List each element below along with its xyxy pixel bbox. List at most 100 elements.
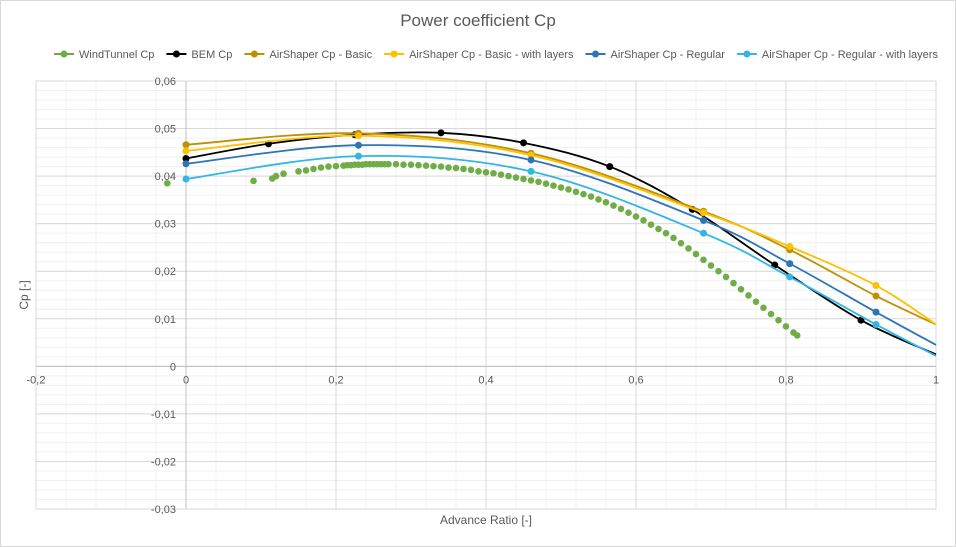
data-point (677, 239, 685, 247)
data-point (475, 168, 482, 175)
data-point (602, 198, 610, 206)
legend-item-airshaper-cp-regular-with-layers: AirShaper Cp - Regular - with layers (736, 49, 939, 61)
legend: WindTunnel Cp BEM Cp AirShaper Cp - Basic A… (54, 49, 938, 61)
y-tick-label: 0,04 (155, 171, 176, 183)
data-point (310, 165, 317, 173)
x-tick-label: 0,2 (328, 374, 343, 386)
data-point (272, 172, 280, 180)
data-point (385, 160, 392, 168)
data-point (467, 166, 475, 174)
series-group (163, 129, 937, 357)
data-point (700, 209, 707, 217)
legend-item-bem-cp: BEM Cp (166, 49, 232, 61)
x-tick-label: 0,8 (778, 374, 793, 386)
data-point (512, 174, 520, 181)
data-point (767, 310, 775, 318)
data-point (505, 172, 512, 180)
data-point (182, 160, 190, 168)
data-point (182, 147, 190, 155)
chart-title: Power coefficient Cp (400, 11, 556, 30)
data-point (355, 152, 362, 160)
data-point (430, 162, 437, 170)
data-point (527, 177, 535, 184)
x-tick-label: 0 (183, 374, 189, 386)
data-point (745, 292, 752, 299)
data-point (730, 279, 737, 287)
data-point (437, 163, 445, 170)
data-point (422, 162, 430, 169)
legend-label: BEM Cp (191, 49, 232, 61)
data-point (250, 177, 257, 185)
data-point (460, 165, 467, 173)
legend-label: AirShaper Cp - Basic (269, 49, 372, 61)
data-point (700, 229, 707, 237)
y-tick-label: -0,01 (151, 409, 176, 421)
data-point (580, 190, 587, 198)
data-point (670, 234, 677, 242)
data-point (520, 175, 527, 183)
data-point (407, 161, 415, 168)
data-point (786, 273, 794, 281)
data-point (182, 155, 190, 163)
data-point (655, 225, 662, 233)
data-point (872, 292, 880, 300)
data-point (647, 221, 655, 228)
series-line (185, 131, 937, 356)
legend-swatch-marker (60, 50, 68, 58)
data-point (700, 216, 707, 224)
data-point (415, 161, 422, 169)
series-airshaper-cp-regular-with-layers (182, 152, 937, 357)
data-point (332, 162, 340, 170)
data-point (707, 262, 715, 269)
data-point (400, 161, 407, 168)
data-point (610, 202, 617, 209)
data-point (872, 308, 880, 316)
legend-item-airshaper-cp-regular: AirShaper Cp - Regular (585, 49, 726, 61)
data-point (317, 164, 325, 171)
y-tick-label: 0 (170, 361, 176, 373)
data-point (775, 316, 782, 324)
legend-label: AirShaper Cp - Regular (611, 49, 726, 61)
data-point (535, 178, 542, 186)
x-tick-label: 0,4 (478, 374, 493, 386)
data-point (857, 316, 865, 324)
data-point (625, 209, 632, 217)
data-point (182, 175, 190, 183)
series-line (185, 132, 937, 326)
legend-label: WindTunnel Cp (79, 49, 154, 61)
data-point (737, 285, 745, 293)
data-point (632, 213, 640, 220)
y-tick-label: -0,02 (151, 456, 176, 468)
y-axis-label: Cp [-] (17, 280, 31, 309)
data-point (527, 167, 535, 175)
series-line (185, 144, 937, 346)
data-point (617, 205, 625, 213)
data-point (355, 132, 362, 140)
data-point (760, 304, 767, 312)
data-point (786, 260, 794, 268)
data-point (280, 170, 287, 178)
series-line (185, 154, 937, 357)
data-point (782, 323, 790, 330)
data-point (497, 171, 505, 178)
y-tick-label: -0,03 (151, 504, 176, 516)
data-point (587, 193, 595, 200)
legend-swatch-marker (743, 50, 751, 58)
legend-swatch-marker (250, 50, 258, 58)
y-tick-label: 0,06 (155, 76, 176, 88)
series-windtunnel-cp (163, 160, 801, 339)
data-point (182, 141, 190, 149)
y-tick-label: 0,03 (155, 219, 176, 231)
data-point (355, 141, 362, 149)
series-airshaper-cp-basic-with-layers (182, 132, 937, 326)
legend-label: AirShaper Cp - Regular - with layers (762, 49, 939, 61)
data-point (722, 273, 730, 281)
data-point (872, 281, 880, 289)
data-point (520, 139, 527, 147)
data-point (392, 160, 400, 168)
data-point (872, 320, 880, 328)
data-point (482, 169, 490, 176)
data-point (692, 250, 700, 258)
